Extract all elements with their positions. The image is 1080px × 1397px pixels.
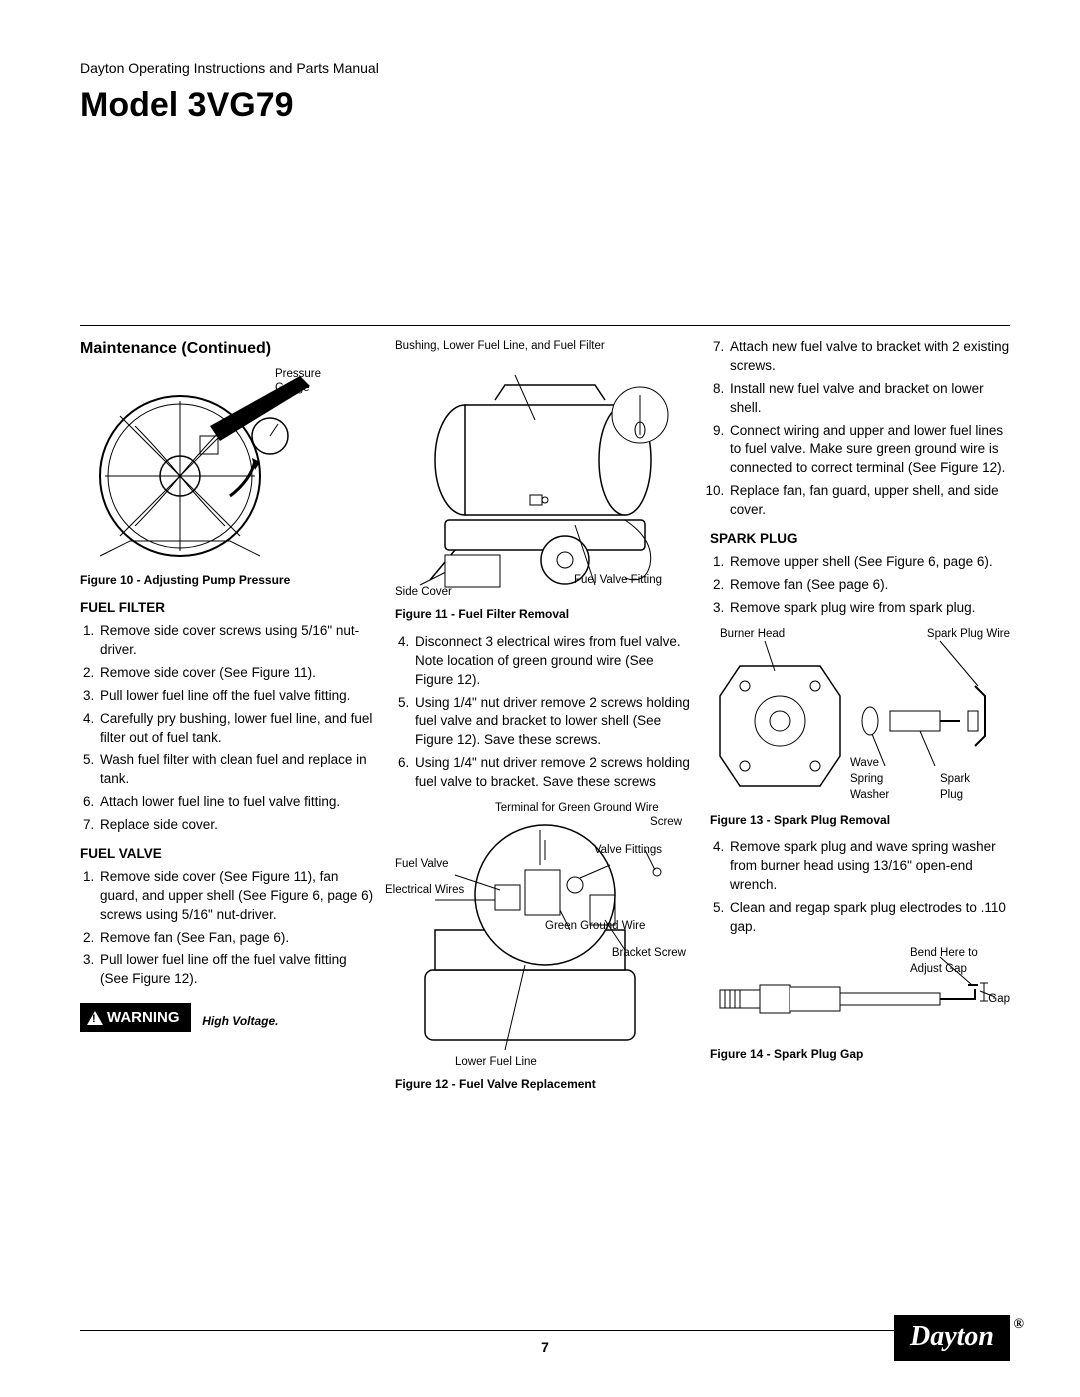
fuel-filter-list: Remove side cover screws using 5/16" nut… bbox=[80, 622, 377, 835]
list-item: Remove fan (See page 6). bbox=[728, 576, 1010, 595]
fig13-caption: Figure 13 - Spark Plug Removal bbox=[710, 812, 1010, 829]
list-item: Attach new fuel valve to bracket with 2 … bbox=[728, 338, 1010, 376]
fig14-bend: Bend Here to Adjust Gap bbox=[910, 945, 980, 977]
figure-14: Bend Here to Adjust Gap Gap bbox=[710, 945, 1010, 1040]
list-item: Using 1/4" nut driver remove 2 screws ho… bbox=[413, 694, 692, 751]
fuel-valve-list: Remove side cover (See Figure 11), fan g… bbox=[80, 868, 377, 989]
figure-12: Terminal for Green Ground Wire Screw Fue… bbox=[395, 800, 692, 1070]
column-2: Bushing, Lower Fuel Line, and Fuel Filte… bbox=[395, 338, 692, 1103]
spark-plug-list-a: Remove upper shell (See Figure 6, page 6… bbox=[710, 553, 1010, 618]
manual-page: Dayton Operating Instructions and Parts … bbox=[0, 0, 1080, 1143]
list-item: Using 1/4" nut driver remove 2 screws ho… bbox=[413, 754, 692, 792]
fig10-caption: Figure 10 - Adjusting Pump Pressure bbox=[80, 572, 377, 589]
list-item: Disconnect 3 electrical wires from fuel … bbox=[413, 633, 692, 690]
list-item: Install new fuel valve and bracket on lo… bbox=[728, 380, 1010, 418]
fig12-valvefit: Valve Fittings bbox=[594, 842, 662, 858]
fig13-plug: Spark Plug bbox=[940, 771, 980, 803]
fig14-gap: Gap bbox=[988, 991, 1010, 1007]
figure-11: Side Cover Fuel Valve Fitting bbox=[395, 360, 692, 600]
list-item: Pull lower fuel line off the fuel valve … bbox=[98, 687, 377, 706]
fig11-caption: Figure 11 - Fuel Filter Removal bbox=[395, 606, 692, 623]
list-item: Pull lower fuel line off the fuel valve … bbox=[98, 951, 377, 989]
list-item: Connect wiring and upper and lower fuel … bbox=[728, 422, 1010, 479]
fig12-bracket: Bracket Screw bbox=[612, 945, 686, 961]
list-item: Remove spark plug and wave spring washer… bbox=[728, 838, 1010, 895]
page-footer: 7 Dayton ® bbox=[80, 1330, 1010, 1357]
registered-mark: ® bbox=[1014, 1317, 1024, 1333]
fig12-lower: Lower Fuel Line bbox=[455, 1054, 537, 1070]
list-item: Attach lower fuel line to fuel valve fit… bbox=[98, 793, 377, 812]
fig12-elec: Electrical Wires bbox=[385, 882, 464, 898]
divider-line bbox=[80, 325, 1010, 326]
list-item: Remove side cover (See Figure 11). bbox=[98, 664, 377, 683]
fig11-label-fitting: Fuel Valve Fitting bbox=[574, 572, 662, 588]
fig12-ground: Green Ground Wire bbox=[545, 918, 645, 934]
fig11-label-cover: Side Cover bbox=[395, 584, 452, 600]
spark-plug-list-b: Remove spark plug and wave spring washer… bbox=[710, 838, 1010, 936]
list-item: Replace side cover. bbox=[98, 816, 377, 835]
fig14-caption: Figure 14 - Spark Plug Gap bbox=[710, 1046, 1010, 1063]
list-item: Remove fan (See Fan, page 6). bbox=[98, 929, 377, 948]
list-item: Remove spark plug wire from spark plug. bbox=[728, 599, 1010, 618]
fuel-valve-cont-list: Disconnect 3 electrical wires from fuel … bbox=[395, 633, 692, 792]
warning-triangle-icon bbox=[87, 1011, 103, 1025]
col3-top-list: Attach new fuel valve to bracket with 2 … bbox=[710, 338, 1010, 520]
warning-label: WARNING bbox=[107, 1007, 180, 1028]
fig12-fuelvalve: Fuel Valve bbox=[395, 856, 448, 872]
warning-badge: WARNING bbox=[80, 1003, 191, 1032]
page-number: 7 bbox=[541, 1339, 549, 1355]
fuel-filter-heading: FUEL FILTER bbox=[80, 599, 377, 618]
model-title: Model 3VG79 bbox=[80, 86, 1010, 125]
list-item: Carefully pry bushing, lower fuel line, … bbox=[98, 710, 377, 748]
list-item: Replace fan, fan guard, upper shell, and… bbox=[728, 482, 1010, 520]
figure-13: Burner Head Spark Plug Wire Wave Spring … bbox=[710, 626, 1010, 806]
spark-plug-heading: SPARK PLUG bbox=[710, 530, 1010, 549]
content-columns: Maintenance (Continued) bbox=[80, 338, 1010, 1103]
list-item: Remove upper shell (See Figure 6, page 6… bbox=[728, 553, 1010, 572]
fig11-label-bushing: Bushing, Lower Fuel Line, and Fuel Filte… bbox=[395, 338, 692, 354]
figure-10: Pressure Gauge bbox=[80, 366, 377, 566]
fig12-caption: Figure 12 - Fuel Valve Replacement bbox=[395, 1076, 692, 1093]
maintenance-heading: Maintenance (Continued) bbox=[80, 338, 377, 360]
fig13-washer: Wave Spring Washer bbox=[850, 755, 900, 803]
list-item: Remove side cover screws using 5/16" nut… bbox=[98, 622, 377, 660]
warning-row: WARNING High Voltage. bbox=[80, 1003, 377, 1032]
warning-text: High Voltage. bbox=[202, 1014, 278, 1028]
list-item: Clean and regap spark plug electrodes to… bbox=[728, 899, 1010, 937]
fig13-wire: Spark Plug Wire bbox=[927, 626, 1010, 642]
fig13-burner: Burner Head bbox=[720, 626, 785, 642]
fig12-terminal: Terminal for Green Ground Wire bbox=[495, 800, 659, 816]
fuel-valve-heading: FUEL VALVE bbox=[80, 845, 377, 864]
header-subtitle: Dayton Operating Instructions and Parts … bbox=[80, 60, 1010, 76]
fig10-label-gauge: Gauge bbox=[275, 380, 310, 396]
column-3: Attach new fuel valve to bracket with 2 … bbox=[710, 338, 1010, 1103]
fig12-screw: Screw bbox=[650, 814, 682, 830]
column-1: Maintenance (Continued) bbox=[80, 338, 377, 1103]
list-item: Wash fuel filter with clean fuel and rep… bbox=[98, 751, 377, 789]
dayton-logo: Dayton ® bbox=[894, 1315, 1010, 1361]
list-item: Remove side cover (See Figure 11), fan g… bbox=[98, 868, 377, 925]
logo-text: Dayton bbox=[910, 1321, 994, 1352]
